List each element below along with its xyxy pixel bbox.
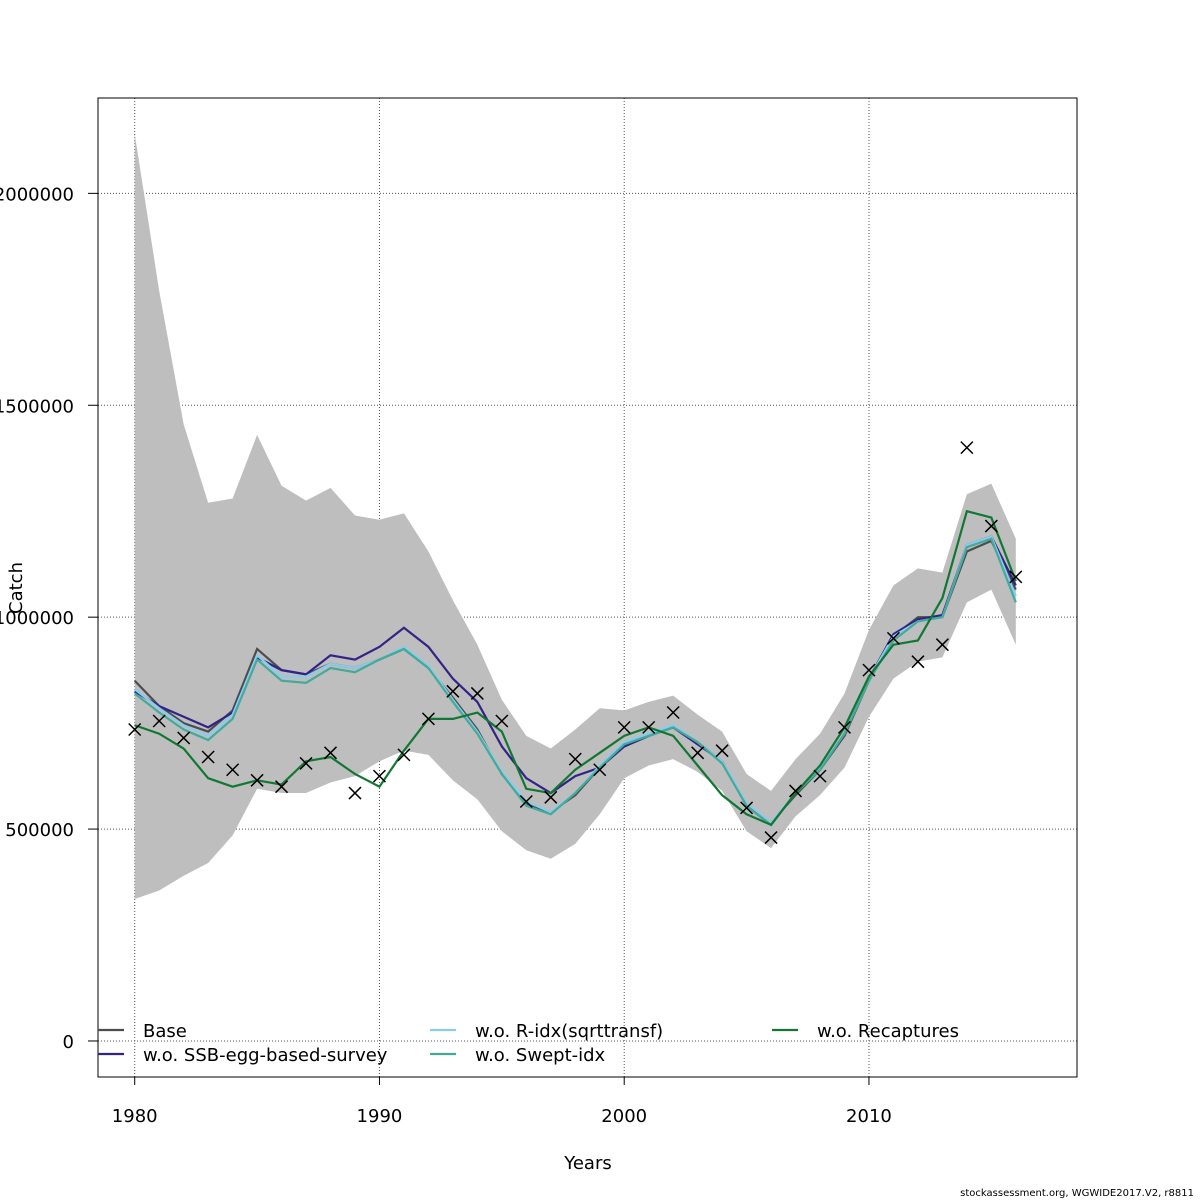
y-tick-label: 0 [63,1032,74,1053]
observed-point [789,784,803,798]
x-axis: 1980 1990 2000 2010 [112,1077,892,1127]
observed-point [226,763,240,777]
observed-point [152,714,166,728]
observed-point [715,744,729,758]
observed-point [128,722,142,737]
observed-point [764,831,778,845]
observed-point [421,712,435,726]
legend-label-0: Base [143,1021,187,1042]
legend-label-2: w.o. R-idx(sqrttransf) [475,1021,663,1042]
y-tick-label: 500000 [5,820,74,841]
observed-point [911,655,925,669]
observed-point [177,731,191,745]
observed-point [960,441,974,455]
x-tick-label: 2010 [846,1106,892,1127]
observed-point [299,756,313,770]
x-tick-label: 2000 [601,1106,647,1127]
y-axis: 0 500000 1000000 1500000 2000000 [0,184,98,1053]
observed-point [397,748,411,762]
observed-point [617,720,631,734]
observed-point [813,769,827,783]
observed-point [666,705,680,720]
observed-point [862,663,876,677]
observed-point [691,746,705,760]
series-line-3 [134,537,1017,827]
observed-point [250,773,264,787]
observed-point [470,686,484,700]
series-line-4 [134,509,1017,827]
y-tick-label: 2000000 [0,184,74,205]
observed-point [568,752,582,766]
confidence-band-area [134,134,1016,899]
footer-credit: stockassessment.org, WGWIDE2017.V2, r881… [960,1188,1194,1199]
observed-point [544,790,558,804]
x-tick-label: 1980 [112,1106,158,1127]
observed-point [372,769,386,783]
observed-point [1009,570,1023,584]
observed-point [446,684,460,698]
y-axis-label: Catch [6,562,27,614]
observed-point [642,720,656,734]
observed-point [495,714,509,728]
legend-label-3: w.o. Swept-idx [475,1045,606,1066]
legend-label-4: w.o. Recaptures [817,1021,959,1042]
observed-point [323,746,338,760]
observed-point [593,763,607,777]
confidence-band [134,134,1016,899]
observed-point [740,801,754,815]
observed-point [886,631,900,645]
observed-point [984,519,998,533]
y-tick-label: 1000000 [0,608,74,629]
observed-point [519,794,533,809]
legend: Base w.o. SSB-egg-based-survey w.o. R-idx(… [98,1021,959,1066]
observed-points [128,441,1023,845]
observed-point [348,786,362,800]
x-axis-label: Years [563,1153,612,1174]
plot-frame [97,97,1078,1078]
observed-point [935,638,949,652]
observed-point [201,750,215,764]
y-tick-label: 1500000 [0,396,74,417]
observed-point [275,780,289,794]
legend-label-1: w.o. SSB-egg-based-survey [143,1045,388,1066]
observed-point [837,720,852,734]
x-tick-label: 1990 [357,1106,403,1127]
series-lines [133,509,1017,827]
